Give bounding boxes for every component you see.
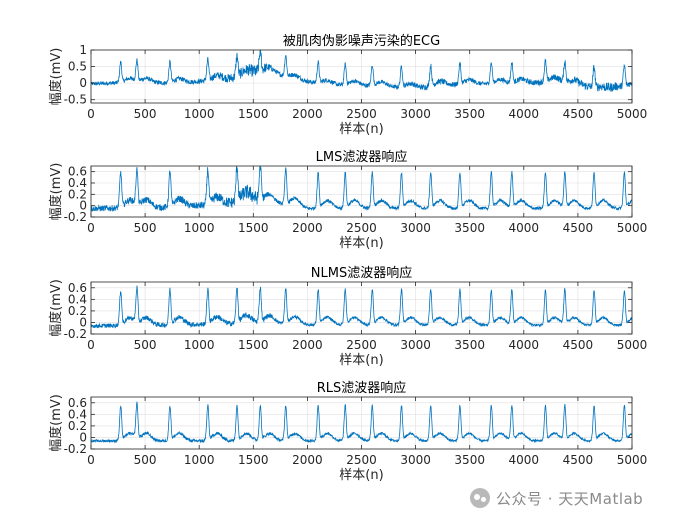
x-tick-label: 3500 xyxy=(454,338,485,352)
x-tick-label: 0 xyxy=(87,453,95,467)
x-tick-label: 3500 xyxy=(454,107,485,121)
y-axis-label: 幅度(mV) xyxy=(48,279,64,337)
x-tick-label: 1000 xyxy=(184,221,215,235)
chart-panel-2: 0 500 1000 1500 2000 2500 3000 3500 4000 4500 5000… xyxy=(48,149,647,251)
y-tick-label: 0.6 xyxy=(68,165,87,179)
chart-title: 被肌肉伪影噪声污染的ECG xyxy=(283,33,440,49)
chart-title: RLS滤波器响应 xyxy=(317,380,407,396)
x-tick-label: 500 xyxy=(134,221,157,235)
x-tick-label: 4500 xyxy=(563,107,594,121)
x-axis-label: 样本(n) xyxy=(339,468,383,483)
x-tick-label: 5000 xyxy=(617,338,648,352)
wechat-icon xyxy=(470,488,490,508)
x-tick-label: 500 xyxy=(134,107,157,121)
x-tick-label: 2000 xyxy=(292,338,323,352)
y-tick-label: 0 xyxy=(79,199,87,213)
x-tick-label: 1500 xyxy=(238,221,269,235)
y-tick-label: 0 xyxy=(79,430,87,444)
x-tick-label: 4500 xyxy=(563,338,594,352)
x-tick-label: 2500 xyxy=(346,338,377,352)
x-tick-label: 3000 xyxy=(400,338,431,352)
x-tick-label: 1500 xyxy=(238,107,269,121)
x-tick-label: 3000 xyxy=(400,107,431,121)
x-tick-label: 4000 xyxy=(509,221,540,235)
y-tick-label: -0.2 xyxy=(64,210,87,224)
chart-title: NLMS滤波器响应 xyxy=(311,265,412,281)
y-tick-label: 0.4 xyxy=(68,176,87,190)
x-tick-label: 3000 xyxy=(400,453,431,467)
x-tick-label: 2500 xyxy=(346,107,377,121)
y-tick-label: 0 xyxy=(79,76,87,90)
chart-panel-4: 0 500 1000 1500 2000 2500 3000 3500 4000 4500 5000… xyxy=(48,380,647,483)
y-tick-label: 0 xyxy=(79,315,87,329)
y-tick-label: 0.6 xyxy=(68,281,87,295)
x-tick-label: 500 xyxy=(134,338,157,352)
x-tick-label: 0 xyxy=(87,338,95,352)
x-tick-label: 0 xyxy=(87,221,95,235)
watermark-text: 公众号 · 天天Matlab xyxy=(496,489,644,508)
y-tick-label: 0.5 xyxy=(68,60,87,74)
x-tick-label: 2500 xyxy=(346,221,377,235)
y-tick-label: 0.4 xyxy=(68,292,87,306)
x-tick-label: 2000 xyxy=(292,221,323,235)
x-tick-label: 4000 xyxy=(509,453,540,467)
chart-panel-3: 0 500 1000 1500 2000 2500 3000 3500 4000 4500 5000… xyxy=(48,265,647,368)
y-tick-label: 0.4 xyxy=(68,407,87,421)
y-tick-label: 0.2 xyxy=(68,419,87,433)
y-tick-label: -0.2 xyxy=(64,442,87,456)
x-tick-label: 2500 xyxy=(346,453,377,467)
x-tick-label: 4500 xyxy=(563,221,594,235)
x-tick-label: 1000 xyxy=(184,107,215,121)
x-tick-label: 500 xyxy=(134,453,157,467)
ecg-series-line xyxy=(90,285,633,329)
x-tick-label: 0 xyxy=(87,107,95,121)
x-tick-label: 4000 xyxy=(509,107,540,121)
y-tick-label: 1 xyxy=(79,43,87,57)
x-tick-label: 1000 xyxy=(184,453,215,467)
x-tick-label: 3500 xyxy=(454,221,485,235)
chart-panel-1: 0 500 1000 1500 2000 2500 3000 3500 4000 4500 5000… xyxy=(48,33,647,137)
y-tick-label: 0.2 xyxy=(68,304,87,318)
x-tick-label: 5000 xyxy=(617,107,648,121)
y-tick-label: 0.2 xyxy=(68,187,87,201)
x-tick-label: 3500 xyxy=(454,453,485,467)
x-tick-label: 1000 xyxy=(184,338,215,352)
x-tick-label: 2000 xyxy=(292,107,323,121)
y-tick-label: 0.6 xyxy=(68,396,87,410)
x-tick-label: 3000 xyxy=(400,221,431,235)
x-axis-label: 样本(n) xyxy=(339,353,383,368)
chart-title: LMS滤波器响应 xyxy=(316,149,408,165)
y-axis-label: 幅度(mV) xyxy=(48,163,64,221)
ecg-series-line xyxy=(90,49,633,92)
ecg-series-line xyxy=(90,165,633,212)
y-axis-label: 幅度(mV) xyxy=(48,48,64,106)
x-tick-label: 5000 xyxy=(617,453,648,467)
x-tick-label: 2000 xyxy=(292,453,323,467)
ecg-series-line xyxy=(90,401,633,444)
x-tick-label: 1500 xyxy=(238,338,269,352)
x-tick-label: 5000 xyxy=(617,221,648,235)
x-tick-label: 4500 xyxy=(563,453,594,467)
x-axis-label: 样本(n) xyxy=(339,236,383,251)
y-axis-label: 幅度(mV) xyxy=(48,394,64,452)
watermark: 公众号 · 天天Matlab xyxy=(470,486,643,510)
x-tick-label: 1500 xyxy=(238,453,269,467)
x-tick-label: 4000 xyxy=(509,338,540,352)
y-tick-label: -0.5 xyxy=(64,93,87,107)
y-tick-label: -0.2 xyxy=(64,327,87,341)
x-axis-label: 样本(n) xyxy=(339,122,383,137)
